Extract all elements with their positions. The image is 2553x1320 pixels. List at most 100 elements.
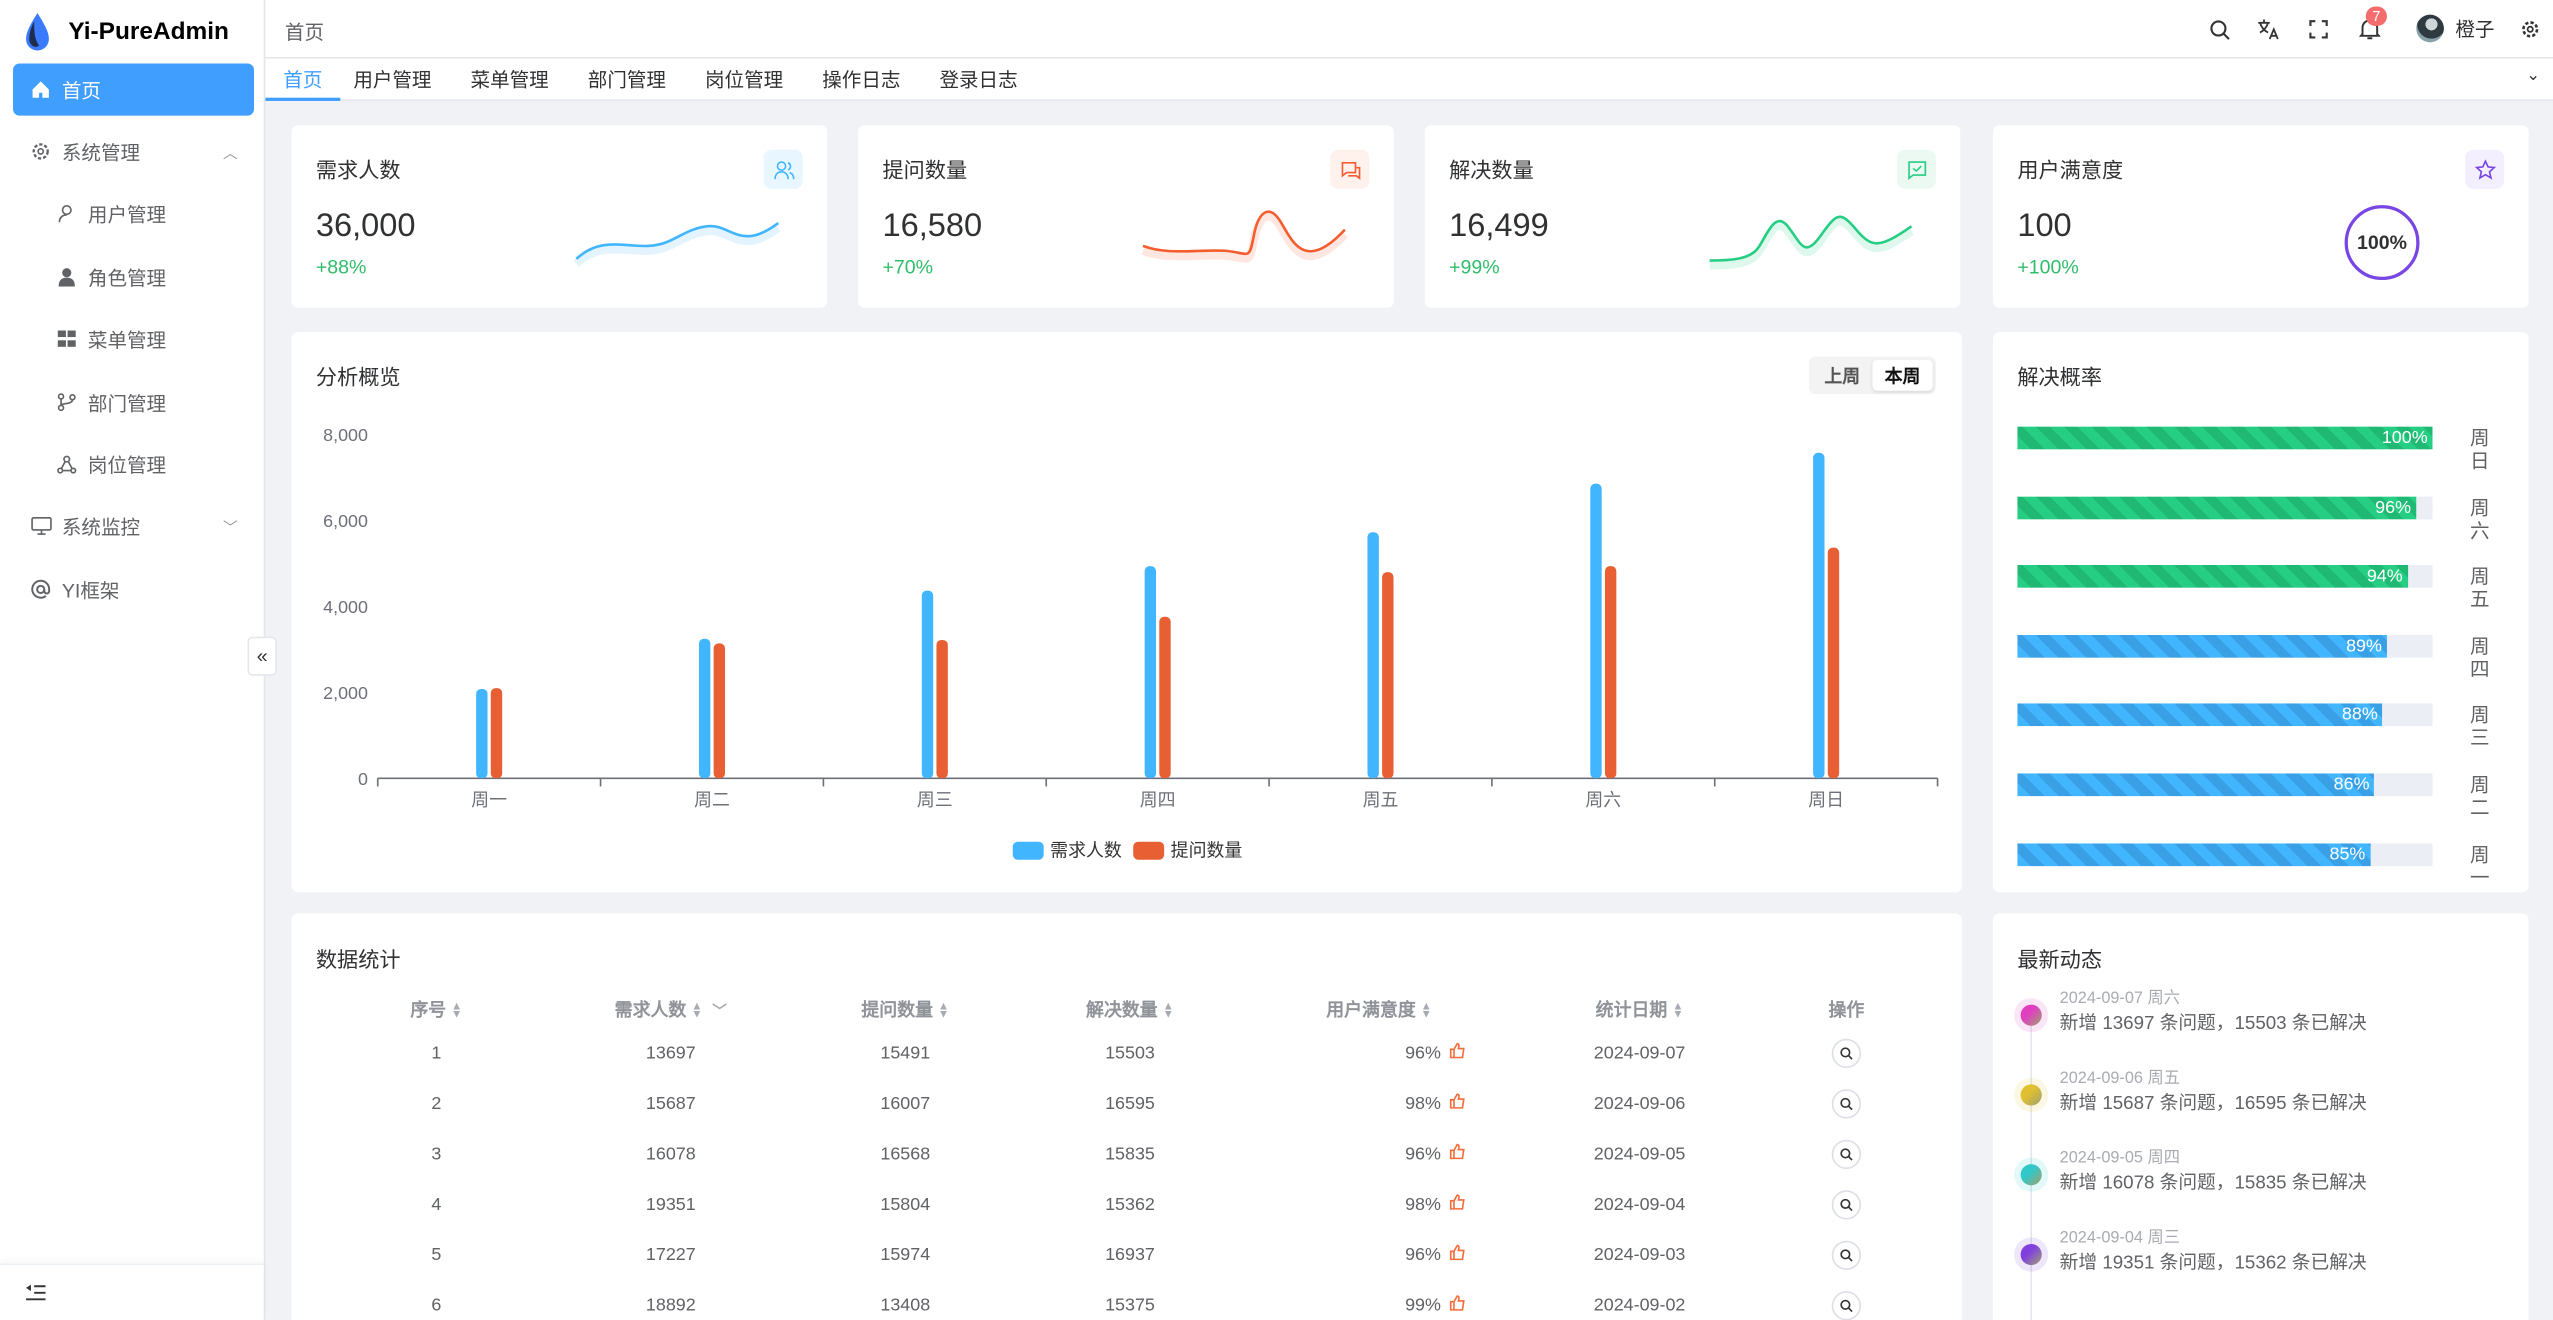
thumb-up-icon bbox=[1449, 1295, 1465, 1316]
column-header[interactable]: 需求人数 ▲ ▼ ﹀ bbox=[557, 992, 785, 1028]
tab-1[interactable]: 用户管理 bbox=[353, 68, 432, 92]
ring-label: 100% bbox=[2357, 231, 2408, 254]
view-detail-button[interactable] bbox=[1831, 1239, 1862, 1270]
legend-swatch[interactable] bbox=[1133, 841, 1165, 860]
bar-提问数量-周日[interactable] bbox=[1827, 547, 1840, 779]
search-icon[interactable] bbox=[2206, 16, 2232, 42]
bar-提问数量-周二[interactable] bbox=[713, 643, 726, 779]
user-menu[interactable]: 橙子 bbox=[2416, 14, 2494, 43]
table-cell: 6 bbox=[316, 1280, 557, 1320]
sidebar-item-label: 部门管理 bbox=[87, 391, 167, 415]
collapse-sidebar-button[interactable]: « bbox=[247, 636, 277, 676]
column-header[interactable]: 序号 ▲ ▼ bbox=[316, 992, 557, 1028]
stat-card-2: 解决数量 16,499 +99% bbox=[1424, 125, 1961, 308]
tab-3[interactable]: 部门管理 bbox=[587, 68, 666, 92]
overview-chart-card: 分析概览 上周 本周 0 2,000 4,000 6,000 8,000 周一 周二 周三 周四… bbox=[291, 332, 1962, 893]
bar-提问数量-周五[interactable] bbox=[1382, 572, 1394, 779]
view-detail-button[interactable] bbox=[1831, 1138, 1862, 1169]
bar-需求人数-周二[interactable] bbox=[698, 638, 711, 779]
search-icon bbox=[1840, 1298, 1853, 1312]
legend-swatch[interactable] bbox=[1012, 841, 1044, 860]
sidebar-item-7[interactable]: 系统监控 ﹀ bbox=[13, 500, 254, 552]
latest-activity-card: 最新动态 2024-09-07 周六 新增 13697 条问题，15503 条已解… bbox=[1992, 913, 2529, 1320]
sidebar-item-3[interactable]: 角色管理 bbox=[13, 251, 254, 303]
stat-title: 提问数量 bbox=[882, 157, 968, 183]
legend-label[interactable]: 提问数量 bbox=[1171, 840, 1243, 860]
translate-icon[interactable] bbox=[2255, 16, 2281, 42]
column-header[interactable]: 用户满意度 ▲ ▼ bbox=[1234, 992, 1524, 1028]
sidebar-item-2[interactable]: 用户管理 bbox=[13, 187, 254, 239]
column-header[interactable]: 解决数量 ▲ ▼ bbox=[1026, 992, 1234, 1028]
sidebar-item-5[interactable]: 部门管理 bbox=[13, 376, 254, 428]
sidebar-item-6[interactable]: 岗位管理 bbox=[13, 438, 254, 490]
sort-icon[interactable]: ▲ ▼ bbox=[1162, 1001, 1174, 1022]
bar-提问数量-周三[interactable] bbox=[936, 640, 948, 779]
sidebar-item-4[interactable]: 菜单管理 bbox=[13, 313, 254, 365]
timeline-item: 2024-09-07 周六 新增 13697 条问题，15503 条已解决 bbox=[1993, 983, 2514, 1063]
column-header-label: 统计日期 bbox=[1595, 1001, 1668, 1021]
fullscreen-icon[interactable] bbox=[2306, 16, 2332, 42]
view-detail-button[interactable] bbox=[1831, 1290, 1862, 1320]
user-icon bbox=[55, 202, 78, 225]
bar-提问数量-周四[interactable] bbox=[1159, 616, 1171, 779]
role-icon bbox=[55, 265, 78, 288]
this-week-button[interactable]: 本周 bbox=[1872, 359, 1933, 391]
bar-需求人数-周四[interactable] bbox=[1144, 566, 1157, 779]
x-tick-label: 周二 bbox=[694, 790, 730, 810]
sort-icon[interactable]: ▲ ▼ bbox=[937, 1001, 950, 1022]
filter-chevron-icon[interactable]: ﹀ bbox=[712, 1002, 727, 1020]
logo[interactable]: Yi-PureAdmin bbox=[20, 11, 229, 51]
sort-icon[interactable]: ▲ ▼ bbox=[451, 1001, 463, 1022]
bar-需求人数-周三[interactable] bbox=[921, 590, 934, 779]
table-cell: 16007 bbox=[785, 1078, 1026, 1128]
stat-value: 16,580 bbox=[882, 208, 983, 245]
settings-gear-icon[interactable] bbox=[2517, 16, 2543, 42]
stat-value: 16,499 bbox=[1449, 208, 1549, 245]
y-tick-label: 6,000 bbox=[323, 511, 368, 531]
cell-text: 15362 bbox=[1105, 1194, 1155, 1214]
y-tick-label: 8,000 bbox=[323, 425, 368, 445]
tab-6[interactable]: 登录日志 bbox=[939, 68, 1018, 92]
tab-0[interactable]: 首页 bbox=[265, 59, 341, 101]
breadcrumb[interactable]: 首页 bbox=[284, 21, 325, 44]
cell-text: 96% bbox=[1405, 1043, 1441, 1064]
at-icon bbox=[29, 578, 52, 601]
sort-icon[interactable]: ▲ ▼ bbox=[1420, 1001, 1432, 1022]
bar-提问数量-周一[interactable] bbox=[490, 688, 503, 779]
menu-fold-icon[interactable] bbox=[26, 1283, 46, 1300]
table-cell: 15503 bbox=[1026, 1027, 1234, 1077]
sort-icon[interactable]: ▲ ▼ bbox=[691, 1001, 703, 1022]
stat-change: +88% bbox=[315, 255, 367, 279]
bar-需求人数-周五[interactable] bbox=[1367, 532, 1379, 779]
cell-text: 16078 bbox=[645, 1143, 696, 1164]
bar-需求人数-周一[interactable] bbox=[476, 688, 488, 779]
sidebar-item-8[interactable]: YI框架 bbox=[13, 563, 254, 615]
notification-bell-icon[interactable]: 7 bbox=[2356, 6, 2387, 42]
chevron-down-icon[interactable]: ⌄ bbox=[2526, 66, 2540, 85]
y-tick-label: 0 bbox=[358, 769, 368, 789]
bar-需求人数-周六[interactable] bbox=[1590, 483, 1602, 779]
sidebar-item-0[interactable]: 首页 bbox=[13, 63, 254, 116]
sidebar-item-1[interactable]: 系统管理 ︿ bbox=[13, 125, 254, 177]
thumb-up-icon bbox=[1449, 1093, 1465, 1114]
table-cell: 15804 bbox=[785, 1179, 1026, 1229]
column-header[interactable]: 提问数量 ▲ ▼ bbox=[785, 992, 1026, 1028]
sort-icon[interactable]: ▲ ▼ bbox=[1672, 1001, 1684, 1022]
timeline-dot bbox=[2020, 1084, 2042, 1106]
progress-fill: 100% bbox=[2017, 426, 2433, 450]
cell-text: 2024-09-04 bbox=[1593, 1194, 1686, 1214]
legend-label[interactable]: 需求人数 bbox=[1050, 840, 1122, 860]
cell-text: 6 bbox=[431, 1295, 442, 1315]
view-detail-button[interactable] bbox=[1831, 1088, 1862, 1118]
column-header[interactable]: 统计日期 ▲ ▼ bbox=[1524, 992, 1755, 1028]
search-icon bbox=[1840, 1147, 1853, 1160]
view-detail-button[interactable] bbox=[1831, 1037, 1862, 1068]
tab-2[interactable]: 菜单管理 bbox=[470, 68, 549, 92]
cell-text: 18892 bbox=[645, 1295, 696, 1315]
last-week-button[interactable]: 上周 bbox=[1824, 367, 1861, 387]
bar-需求人数-周日[interactable] bbox=[1813, 452, 1825, 779]
view-detail-button[interactable] bbox=[1831, 1189, 1862, 1219]
tab-5[interactable]: 操作日志 bbox=[822, 68, 901, 92]
tab-4[interactable]: 岗位管理 bbox=[705, 68, 784, 92]
bar-提问数量-周六[interactable] bbox=[1604, 566, 1617, 779]
